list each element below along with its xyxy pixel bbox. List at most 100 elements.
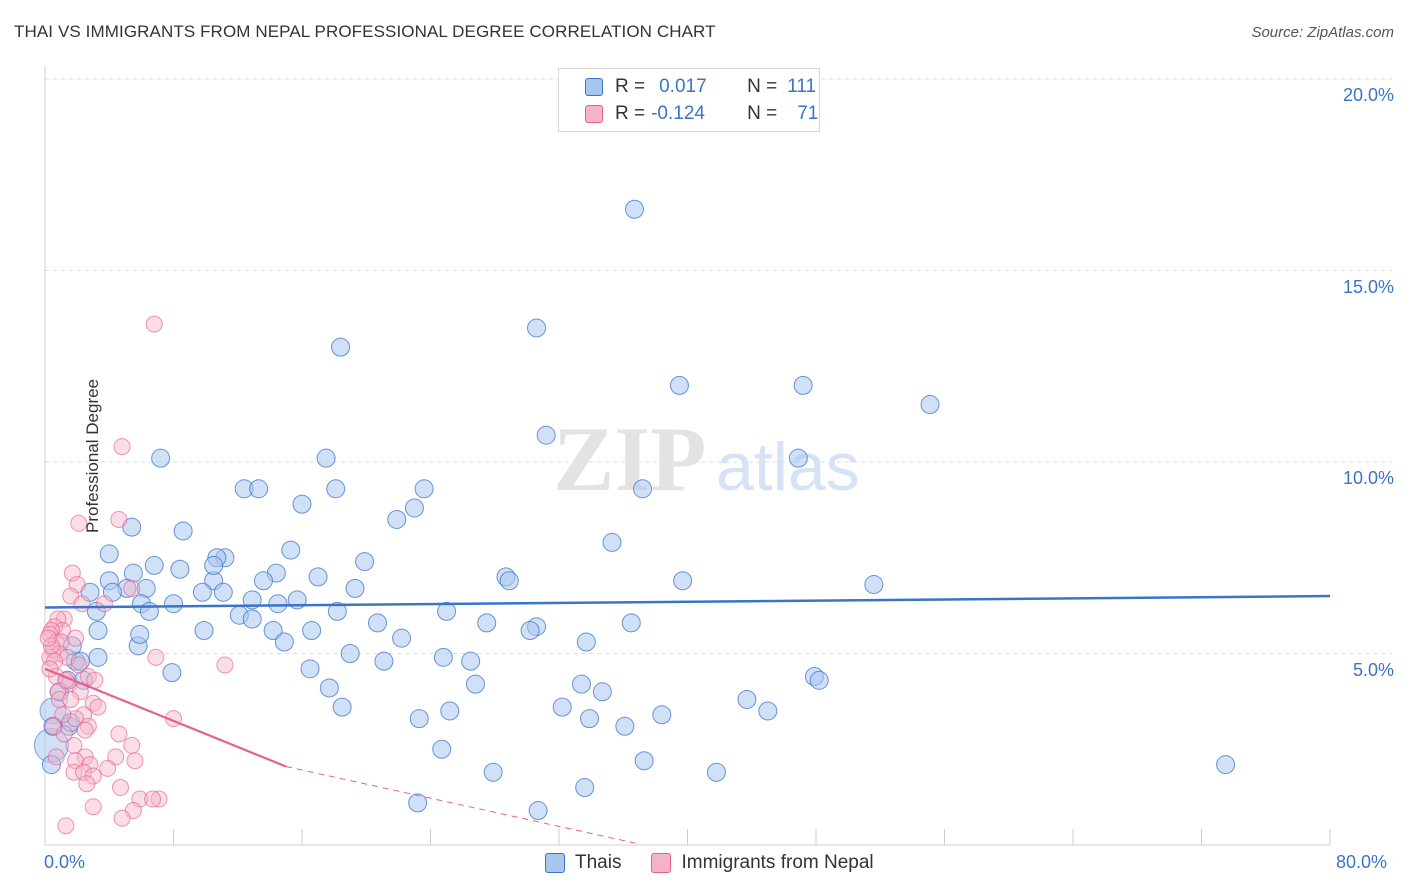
thais-points xyxy=(33,199,1236,821)
thais-point xyxy=(634,751,654,771)
y-tick-20: 20.0% xyxy=(1342,85,1394,105)
legend-r-value: -0.124 xyxy=(651,103,705,124)
thais-point xyxy=(249,479,269,499)
nepal-point xyxy=(147,648,165,666)
nepal-point xyxy=(57,817,75,835)
nepal-point xyxy=(95,595,113,613)
thais-point xyxy=(392,628,412,648)
legend-swatch-blue xyxy=(585,78,603,96)
thais-point xyxy=(571,674,591,694)
thais-point xyxy=(302,621,322,641)
thais-point xyxy=(281,540,301,560)
nepal-point xyxy=(144,790,162,808)
nepal-point xyxy=(70,656,88,674)
thais-point xyxy=(387,509,407,529)
thais-point xyxy=(319,678,339,698)
nepal-point xyxy=(123,579,141,597)
thais-point xyxy=(408,793,428,813)
legend-r-label: R = xyxy=(615,103,646,124)
thais-point xyxy=(483,762,503,782)
nepal-point xyxy=(89,698,107,716)
thais-point xyxy=(374,651,394,671)
nepal-point xyxy=(216,656,234,674)
nepal-trend-line xyxy=(44,667,287,768)
thais-point xyxy=(144,555,164,575)
nepal-point xyxy=(62,690,80,708)
thais-point xyxy=(194,621,214,641)
nepal-point xyxy=(70,514,88,532)
thais-point xyxy=(88,621,108,641)
thais-point xyxy=(274,632,294,652)
thais-point xyxy=(326,479,346,499)
thais-point xyxy=(520,621,540,641)
thais-point xyxy=(621,613,641,633)
source-label: Source: ZipAtlas.com xyxy=(1251,24,1394,41)
thais-point xyxy=(864,575,884,595)
thais-point xyxy=(433,647,453,667)
grid-lines xyxy=(45,78,1392,654)
watermark-zip: ZIP xyxy=(553,408,706,510)
thais-point xyxy=(204,555,224,575)
series-legend: Thais Immigrants from Nepal xyxy=(545,852,904,874)
legend-n-label: N = xyxy=(747,103,778,124)
thais-point xyxy=(122,517,142,537)
watermark: ZIP atlas xyxy=(553,408,860,510)
nepal-point xyxy=(65,763,83,781)
thais-point xyxy=(527,318,547,338)
thais-point xyxy=(327,601,347,621)
nepal-point xyxy=(123,736,141,754)
legend-n-value: 71 xyxy=(797,103,819,124)
legend-r-value: 0.017 xyxy=(659,76,707,97)
thais-point xyxy=(88,647,108,667)
nepal-point xyxy=(67,710,85,728)
thais-point xyxy=(737,689,757,709)
thais-point xyxy=(624,199,644,219)
thais-point xyxy=(673,571,693,591)
legend-label-thais: Thais xyxy=(575,852,622,873)
thais-point xyxy=(615,716,635,736)
y-axis-label: Professional Degree xyxy=(83,378,103,534)
thais-point xyxy=(263,621,283,641)
nepal-point xyxy=(76,721,94,739)
nepal-point xyxy=(99,759,117,777)
thais-point xyxy=(552,697,572,717)
legend-r-label: R = xyxy=(615,76,646,97)
thais-point xyxy=(130,624,150,644)
legend-swatch-pink xyxy=(585,105,603,123)
legend-item-nepal: Immigrants from Nepal xyxy=(651,852,874,874)
thais-point xyxy=(432,739,452,759)
thais-point xyxy=(151,448,171,468)
thais-point xyxy=(99,544,119,564)
thais-point xyxy=(809,670,829,690)
thais-point xyxy=(706,762,726,782)
legend-row-thais: R = 0.017 N = 111 xyxy=(585,75,816,99)
nepal-point xyxy=(126,752,144,770)
nepal-point xyxy=(110,725,128,743)
thais-point xyxy=(920,395,940,415)
legend-row-nepal: R = -0.124 N = 71 xyxy=(585,102,818,126)
legend-n-label: N = xyxy=(747,76,778,97)
thais-point xyxy=(633,479,653,499)
nepal-point xyxy=(39,629,57,647)
thais-point xyxy=(340,644,360,663)
legend-n-value: 111 xyxy=(787,76,817,97)
nepal-point xyxy=(78,775,96,793)
thais-point xyxy=(213,582,233,602)
thais-point xyxy=(536,425,556,445)
y-tick-15: 15.0% xyxy=(1342,277,1394,297)
nepal-point xyxy=(54,706,72,724)
thais-point xyxy=(788,448,808,468)
thais-point xyxy=(461,651,481,671)
thais-point xyxy=(242,590,262,610)
nepal-point xyxy=(107,748,125,766)
thais-point xyxy=(669,375,689,395)
nepal-point xyxy=(55,725,73,743)
nepal-point xyxy=(41,660,59,678)
nepal-point xyxy=(111,779,129,797)
thais-point xyxy=(173,521,193,541)
thais-point xyxy=(332,697,352,717)
thais-point xyxy=(592,682,612,702)
thais-point xyxy=(437,601,457,621)
thais-point xyxy=(758,701,778,721)
